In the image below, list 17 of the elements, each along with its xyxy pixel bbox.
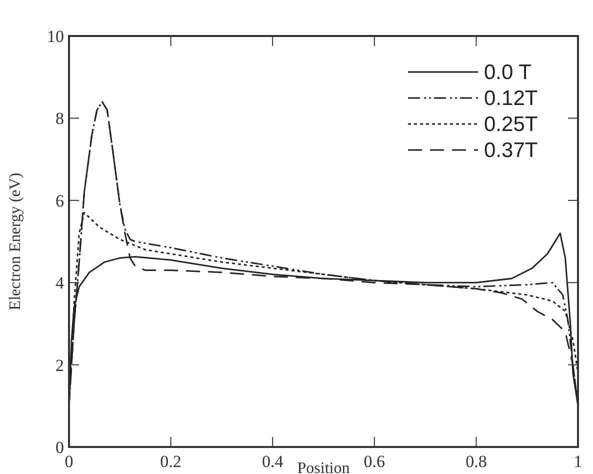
x-tick-label: 0.2 [160,452,182,471]
y-tick-label: 0 [56,438,64,457]
legend-label: 0.37T [484,139,538,162]
legend-label: 0.25T [484,113,538,136]
legend-label: 0.0 T [484,61,532,84]
y-tick-label: 10 [47,27,64,46]
legend-label: 0.12T [484,87,538,110]
x-axis-title: Position [297,460,350,474]
y-tick-label: 8 [56,109,64,128]
x-tick-label: 0.4 [262,452,284,471]
x-tick-label: 1 [574,452,582,471]
y-axis-title: Electron Energy (eV) [7,172,24,310]
x-tick-label: 0.8 [466,452,487,471]
y-tick-label: 2 [56,356,64,375]
y-tick-label: 4 [56,274,64,293]
y-tick-label: 6 [56,191,64,210]
x-tick-label: 0.6 [364,452,386,471]
